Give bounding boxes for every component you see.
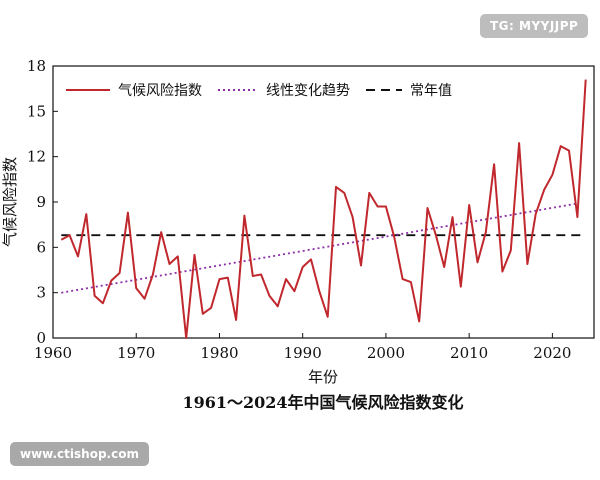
plot-frame: [52, 65, 595, 339]
y-tick-label: 9: [36, 193, 46, 211]
y-axis-label: 气候风险指数: [1, 157, 19, 247]
y-tick-label: 18: [27, 57, 46, 75]
legend: 气候风险指数 线性变化趋势 常年值: [66, 83, 452, 99]
series-layer: [60, 79, 587, 339]
y-tick-label: 15: [27, 102, 46, 120]
watermark-bottom-left: www.ctishop.com: [10, 442, 149, 466]
legend-label-risk-index: 气候风险指数: [118, 83, 202, 99]
y-tick-label: 6: [36, 238, 46, 256]
x-tick-label: 2010: [450, 344, 488, 362]
x-tick-label: 1980: [200, 344, 238, 362]
x-axis-label: 年份: [308, 368, 338, 386]
series-line-risk-index: [60, 79, 587, 339]
y-tick-label: 12: [27, 148, 46, 166]
chart-caption: 1961～2024年中国气候风险指数变化: [182, 393, 463, 412]
x-tick-label: 2020: [533, 344, 571, 362]
legend-label-trend: 线性变化趋势: [266, 83, 350, 99]
series-line-trend: [61, 202, 578, 294]
watermark-top-right: TG: MYYJJPP: [480, 14, 589, 38]
x-tick-label: 1960: [34, 344, 72, 362]
legend-label-normal: 常年值: [410, 83, 452, 99]
climate-risk-chart: 1960 1970 1980 1990 2000 2010 2020 0 3 6 9 12 15 18 气…: [1, 57, 595, 412]
y-tick-label: 0: [36, 329, 46, 347]
y-tick-label: 3: [36, 284, 46, 302]
x-tick-label: 1990: [284, 344, 322, 362]
x-tick-label: 1970: [117, 344, 155, 362]
axis-ticks: 1960 1970 1980 1990 2000 2010 2020 0 3 6 9 12 15 18: [27, 57, 572, 362]
x-tick-label: 2000: [367, 344, 405, 362]
